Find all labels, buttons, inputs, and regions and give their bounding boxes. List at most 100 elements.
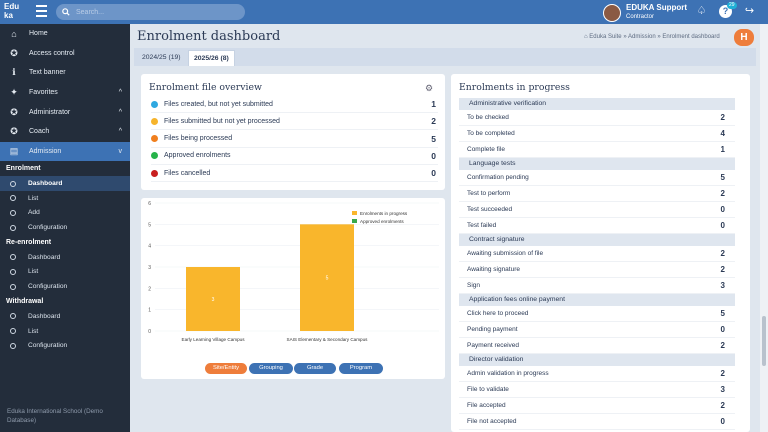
y-tick-label: 0 — [148, 329, 151, 335]
progress-row[interactable]: To be checked 2 — [459, 110, 735, 126]
sidebar-item-administrator[interactable]: ✪ Administrator ^ — [0, 102, 130, 122]
sidebar-item-coach[interactable]: ✪ Coach ^ — [0, 122, 130, 142]
progress-row[interactable]: Test to perform 2 — [459, 186, 735, 202]
sidebar-item-text-banner[interactable]: ℹ Text banner — [0, 63, 130, 83]
tab-2025-26[interactable]: 2025/26 (8) — [188, 50, 235, 66]
circle-icon — [10, 195, 16, 202]
chart-filter-button[interactable]: Grouping — [249, 363, 293, 374]
chevron-icon: v — [118, 147, 123, 155]
progress-group-header: Administrative verification — [459, 98, 735, 110]
bar-enrolments-in-progress — [300, 224, 354, 331]
chart-filter-button[interactable]: Program — [339, 363, 383, 374]
home-icon: ⌂ — [11, 28, 17, 39]
legend-swatch — [352, 219, 357, 223]
legend-swatch — [352, 211, 357, 215]
menu-toggle-icon[interactable] — [36, 5, 47, 17]
circle-icon — [10, 180, 16, 187]
chevron-icon: ^ — [118, 128, 122, 136]
progress-row[interactable]: Pending payment 0 — [459, 322, 735, 338]
circle-icon — [10, 224, 16, 231]
progress-row[interactable]: File to validate 3 — [459, 382, 735, 398]
progress-group-header: Application fees online payment — [459, 294, 735, 306]
sidebar-subitem[interactable]: List — [0, 324, 130, 339]
chart-filter-button[interactable]: Site/Entity — [205, 363, 247, 374]
progress-group-header: Director validation — [459, 354, 735, 366]
user-cog-icon: ✪ — [10, 106, 18, 117]
sidebar-subitem[interactable]: Configuration — [0, 220, 130, 235]
progress-row[interactable]: Payment received 2 — [459, 338, 735, 354]
sidebar-section-title: Re-enrolment — [6, 238, 52, 246]
sidebar-section-title: Withdrawal — [6, 297, 44, 305]
sidebar-item-label: Text banner — [29, 69, 66, 77]
breadcrumb[interactable]: ⌂ Eduka Suite » Admission » Enrolment da… — [584, 34, 720, 40]
sidebar-item-label: Access control — [29, 49, 75, 57]
overview-row[interactable]: Files submitted but not yet processed 2 — [151, 113, 438, 131]
progress-group-header: Contract signature — [459, 234, 735, 246]
sidebar-subitem[interactable]: Dashboard — [0, 309, 130, 324]
y-tick-label: 5 — [148, 222, 151, 228]
sidebar-item-label: Coach — [29, 128, 50, 136]
sidebar-subitem[interactable]: Dashboard — [0, 250, 130, 265]
circle-icon — [10, 313, 16, 320]
sidebar-item-admission[interactable]: ▤ Admission v — [0, 141, 130, 162]
progress-row[interactable]: Admin validation in progress 2 — [459, 366, 735, 382]
document-icon: ▤ — [9, 145, 19, 156]
sidebar-item-label: Admission — [29, 147, 62, 155]
status-dot — [151, 100, 158, 108]
sidebar-subitem[interactable]: Add — [0, 206, 130, 221]
sidebar-subitem[interactable]: Configuration — [0, 279, 130, 294]
sidebar-subitem[interactable]: Dashboard — [0, 176, 130, 191]
sidebar-item-access-control[interactable]: ✪ Access control — [0, 44, 130, 64]
bell-icon[interactable]: ♤ — [696, 5, 707, 17]
progress-row[interactable]: Confirmation pending 5 — [459, 170, 735, 186]
overview-row[interactable]: Approved enrolments 0 — [151, 148, 438, 165]
chevron-icon: ^ — [118, 108, 122, 116]
sidebar-subitem[interactable]: List — [0, 265, 130, 280]
circle-icon — [10, 283, 16, 290]
progress-row[interactable]: To be completed 4 — [459, 126, 735, 142]
overview-row[interactable]: Files cancelled 0 — [151, 165, 438, 183]
scrollbar[interactable] — [760, 24, 768, 432]
progress-row[interactable]: Awaiting signature 2 — [459, 262, 735, 278]
sidebar-item-home[interactable]: ⌂ Home — [0, 24, 130, 44]
overview-title: Enrolment file overview — [149, 82, 262, 93]
status-dot — [151, 117, 158, 125]
app-logo[interactable]: Edu ka — [4, 2, 20, 20]
status-dot — [151, 135, 158, 143]
overview-row[interactable]: Files created, but not yet submitted 1 — [151, 96, 438, 113]
search-input[interactable]: Search... — [56, 4, 245, 20]
sidebar-subitem[interactable]: Configuration — [0, 338, 130, 353]
help-badge: 29 — [727, 2, 737, 9]
progress-card: Enrolments in progress Administrative ve… — [451, 74, 750, 432]
user-cog-icon: ✪ — [10, 126, 18, 137]
user-menu[interactable]: EDUKA Support Contractor — [603, 3, 687, 22]
sidebar-subitem[interactable]: List — [0, 191, 130, 206]
pin-icon: ✦ — [10, 87, 18, 98]
progress-row[interactable]: File not accepted 0 — [459, 414, 735, 430]
progress-row[interactable]: Awaiting submission of file 2 — [459, 246, 735, 262]
top-bar: Edu ka Search... EDUKA Support Contractor … — [0, 0, 768, 24]
page-title: Enrolment dashboard — [137, 29, 281, 44]
progress-row[interactable]: Test failed 0 — [459, 218, 735, 234]
settings-icon[interactable]: ⚙ — [425, 83, 434, 93]
status-dot — [151, 169, 158, 177]
chart-filter-button[interactable]: Grade — [294, 363, 336, 374]
search-icon — [62, 8, 70, 16]
user-key-icon: ✪ — [10, 47, 18, 58]
progress-row[interactable]: Click here to proceed 5 — [459, 306, 735, 322]
sidebar-item-label: Administrator — [29, 108, 71, 116]
avatar[interactable] — [603, 3, 621, 22]
progress-row[interactable]: Sign 3 — [459, 278, 735, 294]
overview-card: Enrolment file overview ⚙ Files created,… — [141, 74, 445, 190]
progress-row[interactable]: Test succeeded 0 — [459, 202, 735, 218]
overview-row[interactable]: Files being processed 5 — [151, 131, 438, 148]
circle-icon — [10, 342, 16, 349]
sidebar-item-favorites[interactable]: ✦ Favorites ^ — [0, 83, 130, 103]
tab-2024-25[interactable]: 2024/25 (19) — [142, 54, 181, 61]
logout-icon[interactable]: ↪ — [744, 5, 755, 17]
progress-title: Enrolments in progress — [459, 82, 570, 93]
progress-row[interactable]: Complete file 1 — [459, 142, 735, 158]
y-tick-label: 6 — [148, 201, 151, 207]
progress-row[interactable]: File accepted 2 — [459, 398, 735, 414]
user-name: EDUKA Support — [626, 3, 688, 12]
